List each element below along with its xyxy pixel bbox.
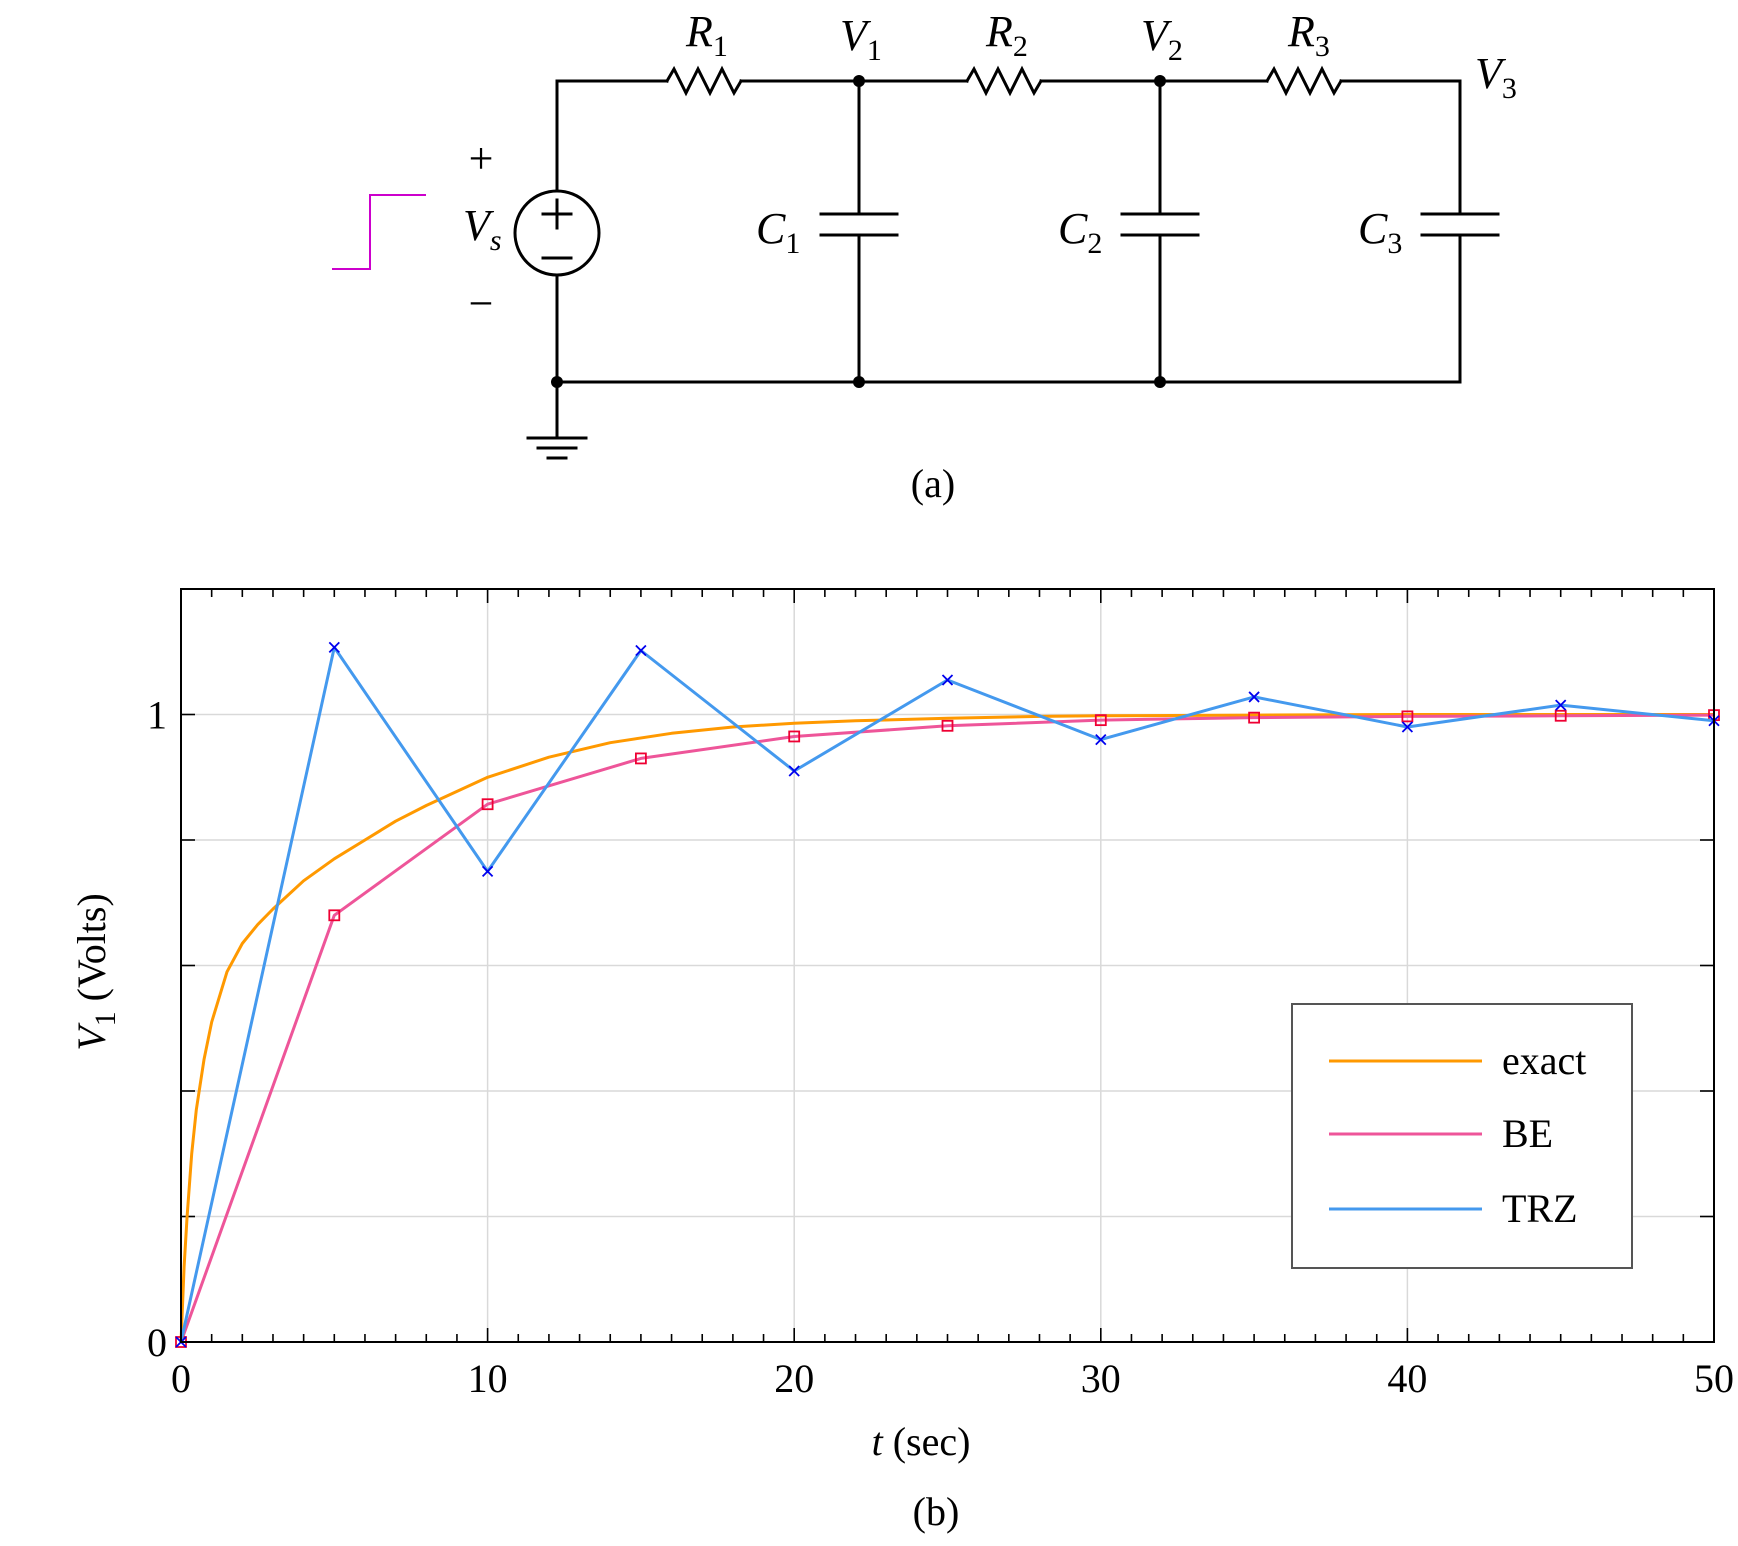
data-point-trz [481,865,494,878]
source-minus-label: − [469,279,494,328]
legend-label-exact: exact [1502,1038,1586,1083]
plot-frame [180,588,1715,1343]
data-point-be [635,752,647,765]
voltage-source [513,189,601,277]
source-plus-label: + [469,134,494,183]
junction-dot-v2 [1154,75,1166,87]
capacitor-c2-label: C2 [1058,204,1102,260]
resistor-r1-label: R1 [685,7,728,63]
data-point-be [481,798,494,811]
resistor-r2 [964,65,1044,97]
junction-dot-v1 [853,75,865,87]
y-tick-label: 1 [147,693,167,738]
x-tick-label: 30 [1081,1356,1121,1401]
legend-box [1291,1003,1633,1269]
wire-left [555,79,669,382]
x-tick-label: 10 [468,1356,508,1401]
junction-dot-c2-bottom [1154,376,1166,388]
circuit-diagram: + − Vs R1 R2 R3 V1 V2 V3 C1 C2 C3 (a) [332,7,1517,506]
node-v1-label: V1 [840,11,882,67]
data-point-trz [328,641,340,653]
data-point-be [1401,710,1414,723]
data-point-trz [1401,721,1414,733]
y-tick-label: 0 [147,1320,167,1365]
legend-label-trz: TRZ [1502,1186,1578,1231]
wire-r3-v3 [1339,79,1462,216]
x-tick-label: 0 [171,1356,191,1401]
data-point-trz [1248,691,1260,703]
junction-dot-ground [551,376,563,388]
source-label: Vs [463,201,502,257]
caption-b: (b) [913,1489,960,1534]
resistor-r2-label: R2 [985,7,1028,63]
series-line-be [179,713,1715,1343]
data-point-trz [941,674,954,686]
capacitor-c3-label: C3 [1358,204,1402,260]
x-axis-label: t (sec) [872,1419,971,1464]
data-point-be [941,719,954,732]
y-axis-label: V1 (Volts) [69,893,122,1051]
data-point-be [788,730,801,743]
node-v3-label: V3 [1475,49,1517,105]
plot: 0 10 20 30 40 50 0 1 t (sec) V1 (Volts) exact B… [69,588,1734,1534]
resistor-r3-label: R3 [1287,7,1330,63]
data-point-be [1094,714,1107,727]
resistor-r3 [1264,65,1344,97]
series-line-exact [179,713,1714,1343]
x-tick-label: 40 [1387,1356,1427,1401]
capacitor-c1-label: C1 [756,204,800,260]
plot-tick-labels: 0 10 20 30 40 50 0 1 [147,693,1734,1402]
caption-a: (a) [911,461,955,506]
plot-series [175,641,1720,1348]
junction-dot-c1-bottom [853,376,865,388]
legend-label-be: BE [1502,1111,1553,1156]
x-tick-label: 20 [774,1356,814,1401]
data-point-trz [1095,733,1107,746]
data-point-trz [788,765,800,777]
data-point-trz [635,644,647,657]
resistor-r1 [664,65,744,97]
data-point-be [1554,709,1567,722]
data-point-be [328,909,341,922]
node-v2-label: V2 [1141,11,1183,67]
legend: exact BE TRZ [1291,1003,1633,1269]
data-point-be [1248,711,1260,724]
data-point-trz [1555,699,1567,711]
x-tick-label: 50 [1694,1356,1734,1401]
step-input-icon [332,194,426,270]
